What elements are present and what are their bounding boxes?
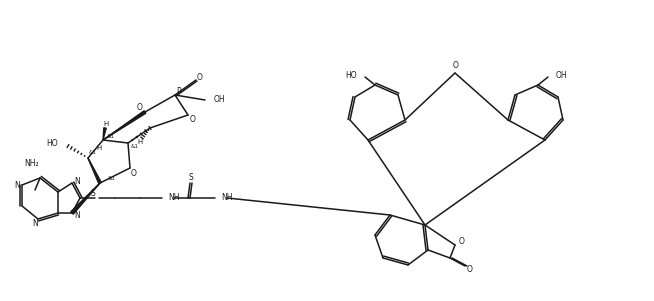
Polygon shape	[88, 158, 101, 184]
Text: N: N	[74, 176, 80, 185]
Text: &1: &1	[131, 144, 139, 148]
Polygon shape	[103, 111, 146, 140]
Text: O: O	[190, 114, 196, 123]
Text: H: H	[137, 139, 143, 145]
Text: O: O	[197, 73, 203, 82]
Text: O: O	[459, 237, 465, 246]
Polygon shape	[103, 128, 106, 140]
Text: NH: NH	[168, 194, 179, 203]
Text: O: O	[467, 265, 473, 275]
Text: HO: HO	[46, 139, 58, 148]
Polygon shape	[71, 183, 100, 214]
Text: O: O	[131, 169, 137, 178]
Text: HO: HO	[345, 70, 357, 79]
Text: &1: &1	[107, 135, 115, 139]
Text: S: S	[188, 173, 194, 182]
Text: N: N	[32, 219, 38, 228]
Text: NH₂: NH₂	[25, 159, 39, 167]
Text: NH: NH	[221, 194, 233, 203]
Text: &1: &1	[108, 175, 116, 181]
Text: H: H	[103, 121, 109, 127]
Text: P: P	[177, 88, 181, 97]
Text: OH: OH	[214, 95, 226, 104]
Text: N: N	[74, 210, 80, 219]
Text: O: O	[453, 61, 459, 70]
Text: S: S	[91, 188, 95, 197]
Text: O: O	[137, 104, 143, 113]
Text: H: H	[96, 145, 101, 151]
Text: OH: OH	[556, 70, 568, 79]
Text: &1: &1	[89, 150, 97, 156]
Text: N: N	[14, 181, 20, 190]
